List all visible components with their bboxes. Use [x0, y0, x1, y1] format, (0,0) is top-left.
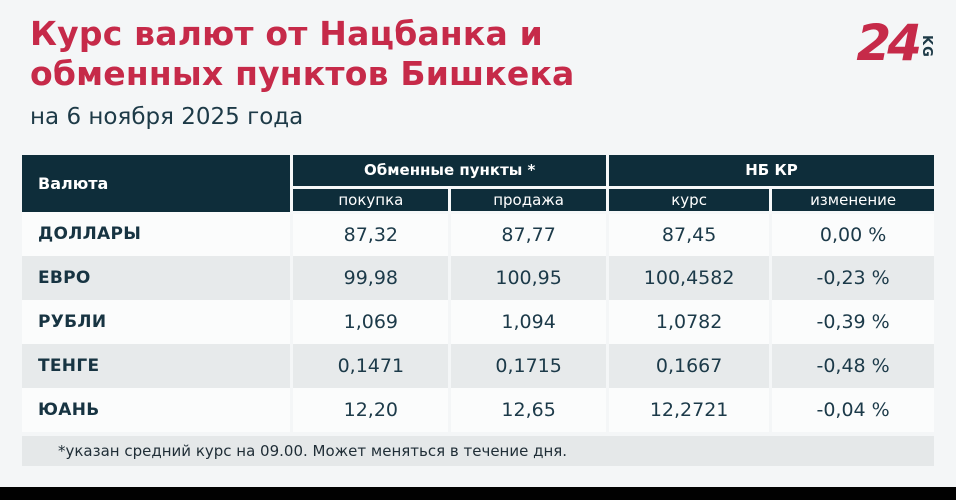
nbkr-change: -0,23 %	[769, 256, 934, 300]
logo-24-icon: 24	[856, 14, 922, 72]
buy-rate: 1,069	[290, 300, 450, 344]
rates-table: Валюта Обменные пункты * НБ КР покупка п…	[22, 155, 934, 432]
col-group-national-bank: НБ КР	[605, 155, 934, 189]
sell-rate: 12,65	[448, 388, 608, 432]
bottom-bar	[0, 487, 956, 500]
nbkr-rate: 12,2721	[605, 388, 771, 432]
sell-rate: 87,77	[448, 212, 608, 256]
nbkr-change: 0,00 %	[769, 212, 934, 256]
page-title: Курс валют от Нацбанка и обменных пункто…	[30, 14, 575, 94]
buy-rate: 0,1471	[290, 344, 450, 388]
currency-name: ЕВРО	[38, 268, 91, 288]
buy-rate: 12,20	[290, 388, 450, 432]
page-subtitle: на 6 ноября 2025 года	[30, 104, 304, 130]
col-header-buy: покупка	[291, 185, 452, 214]
sell-rate: 1,094	[448, 300, 608, 344]
currency-name: ДОЛЛАРЫ	[38, 224, 142, 244]
table-header-group-row: Валюта Обменные пункты * НБ КР	[22, 155, 934, 212]
table-row-yuan: ЮАНЬ 12,20 12,65 12,2721 -0,04 %	[22, 388, 934, 432]
table-row-tenge: ТЕНГЕ 0,1471 0,1715 0,1667 -0,48 %	[22, 344, 934, 388]
currency-name: ТЕНГЕ	[38, 356, 100, 376]
nbkr-rate: 1,0782	[605, 300, 771, 344]
table-row-euro: ЕВРО 99,98 100,95 100,4582 -0,23 %	[22, 256, 934, 300]
currency-name: ЮАНЬ	[38, 400, 100, 420]
table-row-rubles: РУБЛИ 1,069 1,094 1,0782 -0,39 %	[22, 300, 934, 344]
nbkr-change: -0,39 %	[769, 300, 934, 344]
sell-rate: 100,95	[448, 256, 608, 300]
table-row-dollars: ДОЛЛАРЫ 87,32 87,77 87,45 0,00 %	[22, 212, 934, 256]
col-header-sell: продажа	[448, 185, 609, 214]
col-header-currency: Валюта	[22, 155, 294, 212]
col-header-change: изменение	[769, 185, 934, 214]
nbkr-rate: 0,1667	[605, 344, 771, 388]
nbkr-rate: 100,4582	[605, 256, 771, 300]
table-header-sub-row: покупка продажа курс изменение	[22, 185, 934, 214]
footnote: *указан средний курс на 09.00. Может мен…	[22, 436, 934, 466]
rates-table-container: Валюта Обменные пункты * НБ КР покупка п…	[22, 155, 934, 466]
nbkr-rate: 87,45	[605, 212, 771, 256]
nbkr-change: -0,04 %	[769, 388, 934, 432]
title-line-2: обменных пунктов Бишкека	[30, 54, 575, 93]
sell-rate: 0,1715	[448, 344, 608, 388]
currency-name: РУБЛИ	[38, 312, 107, 332]
col-group-exchange-offices: Обменные пункты *	[290, 155, 609, 189]
logo-kg-label: KG	[919, 35, 934, 58]
buy-rate: 99,98	[290, 256, 450, 300]
title-line-1: Курс валют от Нацбанка и	[30, 14, 543, 53]
logo-24kg: 24 KG	[856, 14, 934, 72]
nbkr-change: -0,48 %	[769, 344, 934, 388]
buy-rate: 87,32	[290, 212, 450, 256]
col-header-rate: курс	[605, 185, 773, 214]
